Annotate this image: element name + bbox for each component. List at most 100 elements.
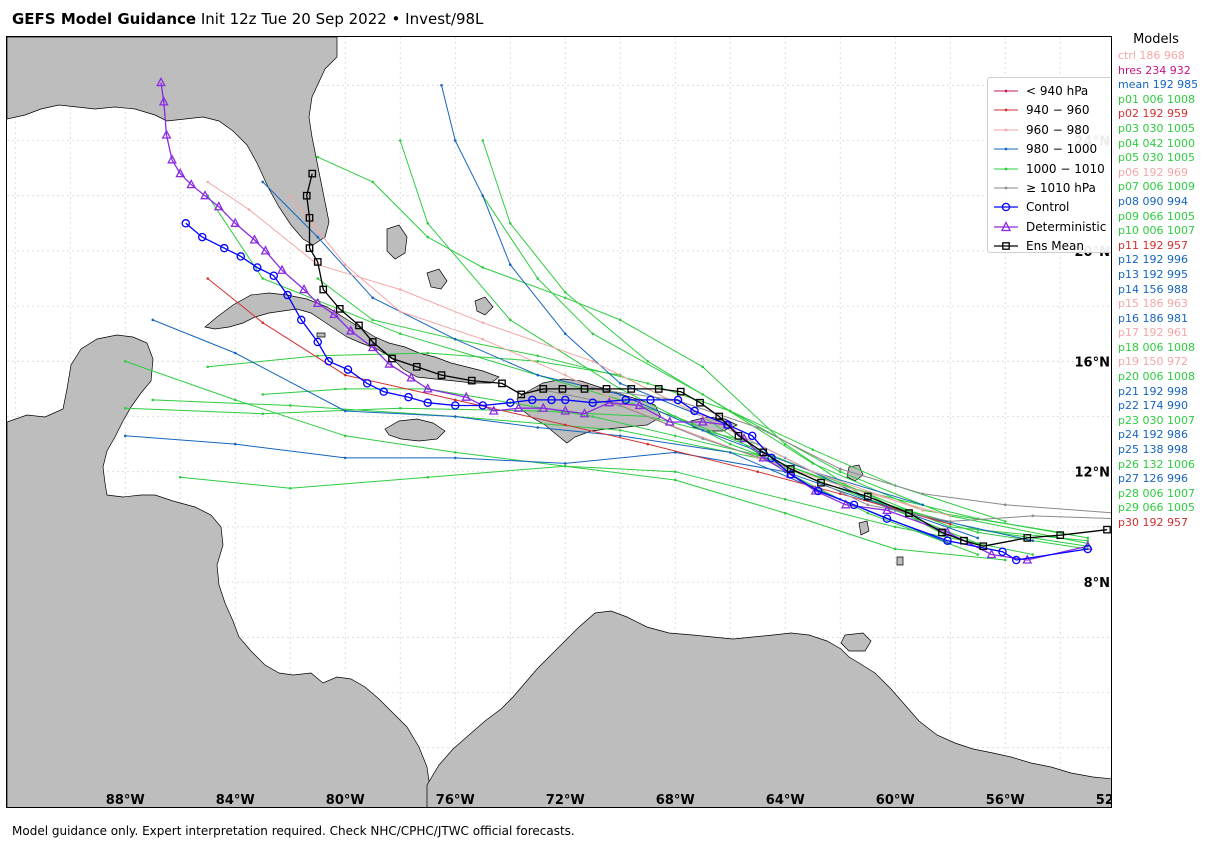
member-track-point [178, 475, 182, 479]
deterministic-track-point [579, 408, 590, 418]
member-track-point [563, 423, 567, 427]
ensemble-member-track [125, 435, 1033, 542]
deterministic-track-point [200, 190, 210, 200]
deterministic-track-point [560, 405, 571, 415]
legend-swatch [994, 220, 1018, 231]
member-track-point [453, 337, 457, 341]
control-track-point [882, 514, 892, 523]
member-track-point [838, 492, 842, 496]
member-track-point [288, 404, 292, 407]
member-track-point [481, 139, 485, 142]
control-track-point [849, 500, 859, 510]
member-track-point [1003, 503, 1007, 507]
member-track-point [591, 360, 595, 363]
ens-mean-track-point [627, 385, 636, 393]
ens-mean-track-point [368, 338, 377, 346]
deterministic-track-point [461, 391, 472, 401]
control-track-point [943, 536, 952, 545]
member-track-point [618, 382, 622, 385]
member-track-point [151, 318, 155, 322]
control-track-point [1083, 544, 1093, 554]
member-track-point [233, 398, 237, 402]
ens-mean-track-point [302, 191, 311, 200]
member-track-point [673, 470, 677, 474]
legend-label: ≥ 1010 hPa [1026, 181, 1096, 195]
ens-mean-track-point [1056, 531, 1065, 540]
legend-swatch [994, 167, 1018, 170]
member-track-point [453, 139, 457, 142]
longitude-tick-label: 76°W [436, 793, 475, 808]
legend-label: 980 − 1000 [1026, 142, 1098, 157]
deterministic-track-point [538, 402, 549, 412]
deterministic-track-point [312, 297, 323, 307]
ensemble-member-track [317, 156, 978, 544]
ens-mean-track-point [654, 385, 663, 393]
member-track-point [673, 478, 677, 482]
member-track-point [673, 434, 677, 438]
ens-mean-track-point [715, 412, 724, 421]
member-track-point [948, 514, 952, 518]
control-track-point [561, 395, 570, 405]
member-track-point [536, 360, 540, 363]
member-track-point [1031, 539, 1035, 542]
member-track-point [508, 222, 512, 225]
map-canvas[interactable]: 88°W 84°W 80°W 76°W 72°W 68°W 64°W 60°W 56°W 52°W… [7, 37, 1112, 808]
member-track-point [261, 180, 265, 184]
deterministic-track-point [422, 383, 433, 393]
deterministic-track-point [158, 96, 169, 106]
control-track-point [748, 431, 757, 441]
member-track-point [563, 296, 567, 300]
deterministic-track-point [345, 325, 356, 335]
member-track-point [343, 387, 347, 391]
legend-label: Ens Mean [1026, 239, 1084, 254]
longitude-tick-label: 84°W [216, 793, 255, 808]
longitude-tick-label: 64°W [766, 793, 805, 808]
martinique-land [858, 520, 870, 536]
member-track-point [948, 522, 952, 526]
legend-swatch [994, 147, 1018, 151]
control-track-point [547, 395, 556, 405]
member-track-point [261, 393, 265, 396]
member-track-point [426, 351, 430, 355]
ens-mean-track-point [863, 492, 872, 501]
member-track-point [838, 467, 842, 471]
member-track-point [976, 553, 980, 556]
member-track-point [618, 404, 622, 407]
member-track-point [563, 291, 567, 294]
member-track-point [948, 520, 952, 523]
ens-mean-track-point [517, 390, 526, 399]
deterministic-track-point [299, 283, 309, 294]
legend: < 940 hPa 940 − 960 960 − 980 980 − 1000 100… [987, 77, 1111, 254]
ens-mean-track-point [335, 305, 344, 313]
models-list: ctrl 186 968 hres 234 932 mean 192 985 p01 … [1118, 49, 1210, 531]
member-track-point [563, 373, 567, 377]
member-track-point [563, 332, 567, 336]
ens-mean-track-point [1103, 525, 1111, 534]
deterministic-track-point [882, 504, 892, 514]
ens-mean-track-point [355, 321, 363, 330]
control-track-point [219, 243, 229, 253]
member-track-point [893, 525, 897, 529]
ens-mean-track-point [388, 354, 396, 363]
member-track-point [921, 503, 925, 507]
map-frame[interactable]: 88°W 84°W 80°W 76°W 72°W 68°W 64°W 60°W 56°W 52°W… [6, 36, 1112, 808]
legend-item: Control [992, 198, 1069, 216]
longitude-tick-label: 56°W [986, 793, 1025, 808]
member-track-point [701, 437, 705, 440]
member-track-point [1003, 520, 1007, 523]
member-track-point [508, 318, 512, 322]
control-track-point [588, 398, 598, 407]
member-track-point [233, 442, 237, 446]
chart-title: GEFS Model Guidance Init 12z Tue 20 Sep … [12, 10, 483, 28]
model-entry: p04 042 1000 [1118, 136, 1195, 150]
deterministic-track-point [986, 548, 997, 559]
control-track-point [236, 252, 245, 261]
member-track-point [398, 332, 402, 336]
model-entry: p08 090 994 [1118, 194, 1188, 208]
member-track-point [343, 409, 347, 413]
legend-item: < 940 hPa [992, 82, 1088, 100]
member-track-point [481, 337, 485, 341]
member-track-point [206, 277, 210, 280]
model-entry: p12 192 996 [1118, 253, 1188, 267]
member-track-point [536, 426, 540, 429]
